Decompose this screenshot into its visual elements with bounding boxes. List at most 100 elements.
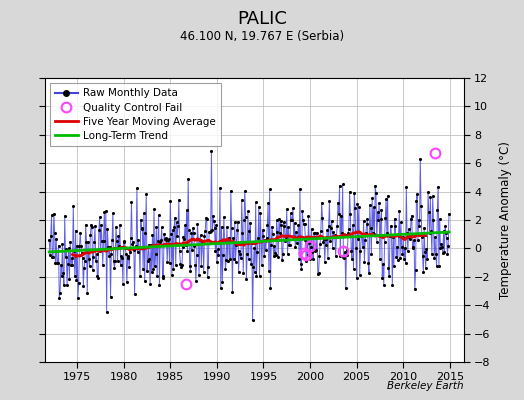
Point	[375, 199, 384, 206]
Point	[421, 264, 430, 271]
Y-axis label: Temperature Anomaly (°C): Temperature Anomaly (°C)	[499, 141, 512, 299]
Point	[187, 268, 195, 274]
Point	[234, 268, 243, 275]
Point	[313, 270, 322, 277]
Point	[405, 226, 413, 232]
Point	[80, 264, 89, 271]
Point	[342, 285, 350, 292]
Point	[164, 237, 172, 244]
Point	[424, 189, 432, 196]
Point	[219, 252, 227, 258]
Point	[366, 225, 375, 231]
Point	[390, 216, 399, 222]
Point	[119, 280, 127, 287]
Point	[78, 250, 86, 256]
Point	[303, 234, 311, 240]
Point	[376, 256, 384, 262]
Point	[339, 181, 347, 188]
Point	[443, 251, 452, 257]
Point	[408, 212, 416, 219]
Point	[69, 203, 78, 209]
Point	[143, 268, 151, 274]
Point	[121, 239, 129, 245]
Point	[211, 248, 220, 254]
Point	[297, 260, 305, 267]
Point	[283, 251, 292, 258]
Point	[276, 218, 285, 224]
Point	[50, 210, 58, 217]
Point	[116, 222, 124, 228]
Point	[418, 233, 426, 240]
Point	[439, 250, 447, 256]
Point	[265, 268, 273, 274]
Point	[107, 251, 115, 257]
Point	[416, 223, 424, 229]
Point	[115, 243, 123, 249]
Point	[244, 208, 252, 215]
Point	[108, 237, 116, 244]
Point	[435, 216, 444, 222]
Point	[100, 209, 108, 215]
Point	[232, 242, 241, 249]
Point	[145, 256, 154, 262]
Point	[140, 278, 149, 284]
Point	[98, 237, 106, 244]
Point	[350, 266, 358, 272]
Point	[429, 193, 437, 199]
Point	[414, 216, 423, 223]
Point	[216, 184, 224, 191]
Point	[374, 217, 383, 223]
Point	[103, 226, 112, 232]
Point	[196, 232, 205, 238]
Point	[225, 239, 234, 245]
Point	[303, 252, 312, 259]
Point	[266, 186, 274, 193]
Point	[155, 282, 163, 288]
Point	[77, 243, 85, 250]
Point	[395, 208, 403, 215]
Point	[340, 254, 348, 261]
Point	[414, 236, 422, 243]
Point	[305, 239, 313, 246]
Point	[260, 252, 268, 259]
Point	[92, 251, 101, 257]
Point	[380, 238, 389, 245]
Point	[192, 278, 200, 284]
Point	[316, 228, 325, 234]
Point	[255, 273, 264, 279]
Point	[290, 220, 299, 226]
Point	[278, 257, 286, 264]
Point	[420, 225, 428, 232]
Point	[174, 222, 182, 229]
Point	[210, 225, 219, 231]
Point	[82, 239, 91, 245]
Point	[157, 237, 165, 243]
Point	[151, 251, 160, 258]
Point	[61, 253, 70, 260]
Point	[208, 148, 216, 154]
Point	[94, 275, 102, 282]
Point	[167, 231, 175, 238]
Point	[117, 253, 126, 260]
Point	[434, 183, 442, 190]
Point	[282, 234, 290, 240]
Point	[119, 238, 128, 244]
Point	[327, 225, 335, 232]
Point	[166, 198, 174, 204]
Point	[329, 229, 337, 236]
Point	[108, 210, 117, 216]
Point	[274, 254, 282, 260]
Point	[97, 222, 105, 228]
Point	[298, 208, 307, 215]
Point	[173, 232, 181, 239]
Point	[344, 230, 352, 237]
Point	[391, 223, 400, 229]
Point	[266, 285, 275, 291]
Point	[423, 256, 431, 262]
Point	[320, 236, 328, 242]
Point	[110, 258, 118, 264]
Point	[241, 188, 249, 194]
Point	[190, 243, 199, 250]
Point	[75, 242, 84, 249]
Point	[73, 242, 81, 249]
